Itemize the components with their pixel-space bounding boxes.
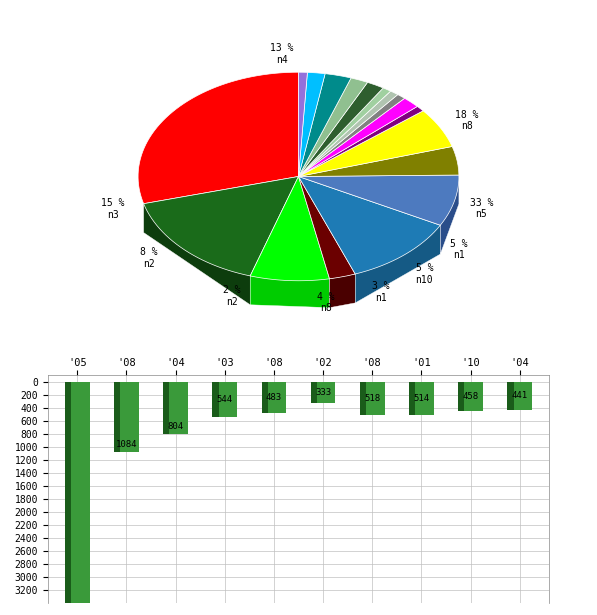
Polygon shape [138, 72, 298, 204]
Polygon shape [298, 98, 417, 177]
Polygon shape [298, 91, 398, 177]
Bar [409, 382, 416, 415]
Polygon shape [330, 274, 355, 308]
Bar [513, 382, 532, 410]
Polygon shape [298, 177, 355, 279]
Bar [464, 382, 483, 411]
Bar [311, 382, 317, 403]
Text: 458: 458 [463, 392, 479, 401]
Polygon shape [298, 74, 351, 177]
Polygon shape [144, 204, 250, 305]
Bar [120, 382, 139, 452]
Text: 333: 333 [315, 388, 331, 397]
Bar [360, 382, 366, 415]
Polygon shape [298, 88, 390, 177]
Polygon shape [298, 82, 383, 177]
Text: 18 %
n8: 18 % n8 [456, 110, 479, 132]
Bar [268, 382, 286, 413]
Polygon shape [298, 146, 459, 177]
Bar [366, 382, 384, 415]
Bar [114, 382, 120, 452]
Text: 33 %
n5: 33 % n5 [470, 197, 493, 219]
Text: 1084: 1084 [116, 440, 137, 449]
Text: 8 %
n2: 8 % n2 [140, 247, 158, 269]
Polygon shape [298, 95, 405, 177]
Polygon shape [250, 177, 330, 281]
Polygon shape [298, 175, 459, 225]
Text: 5 %
n10: 5 % n10 [416, 263, 433, 285]
Bar [65, 382, 71, 615]
Text: 3 %
n1: 3 % n1 [373, 281, 390, 303]
Polygon shape [298, 111, 452, 177]
Polygon shape [144, 177, 298, 276]
Polygon shape [355, 225, 441, 303]
Polygon shape [298, 106, 423, 177]
Text: 441: 441 [512, 392, 528, 400]
Bar [170, 382, 188, 434]
Bar [317, 382, 336, 403]
Bar [261, 382, 268, 413]
Polygon shape [298, 72, 307, 177]
Text: 4 %
n8: 4 % n8 [317, 292, 334, 313]
Text: 2 %
n2: 2 % n2 [223, 285, 241, 307]
Bar [416, 382, 433, 415]
Bar [458, 382, 464, 411]
Bar [213, 382, 219, 417]
Bar [219, 382, 237, 417]
Bar [507, 382, 513, 410]
Bar [164, 382, 170, 434]
Polygon shape [441, 175, 459, 254]
Text: 15 %
n3: 15 % n3 [101, 198, 124, 220]
Text: 518: 518 [364, 394, 380, 403]
Text: 5 %
n1: 5 % n1 [450, 239, 467, 260]
Polygon shape [250, 276, 330, 308]
Text: 544: 544 [217, 395, 233, 404]
Text: 514: 514 [413, 394, 429, 403]
Text: 13 %
n4: 13 % n4 [270, 43, 294, 65]
Polygon shape [298, 78, 368, 177]
Polygon shape [298, 177, 441, 274]
Bar [71, 382, 90, 615]
Text: 804: 804 [168, 422, 184, 430]
Text: 483: 483 [266, 393, 282, 402]
Polygon shape [298, 73, 325, 177]
